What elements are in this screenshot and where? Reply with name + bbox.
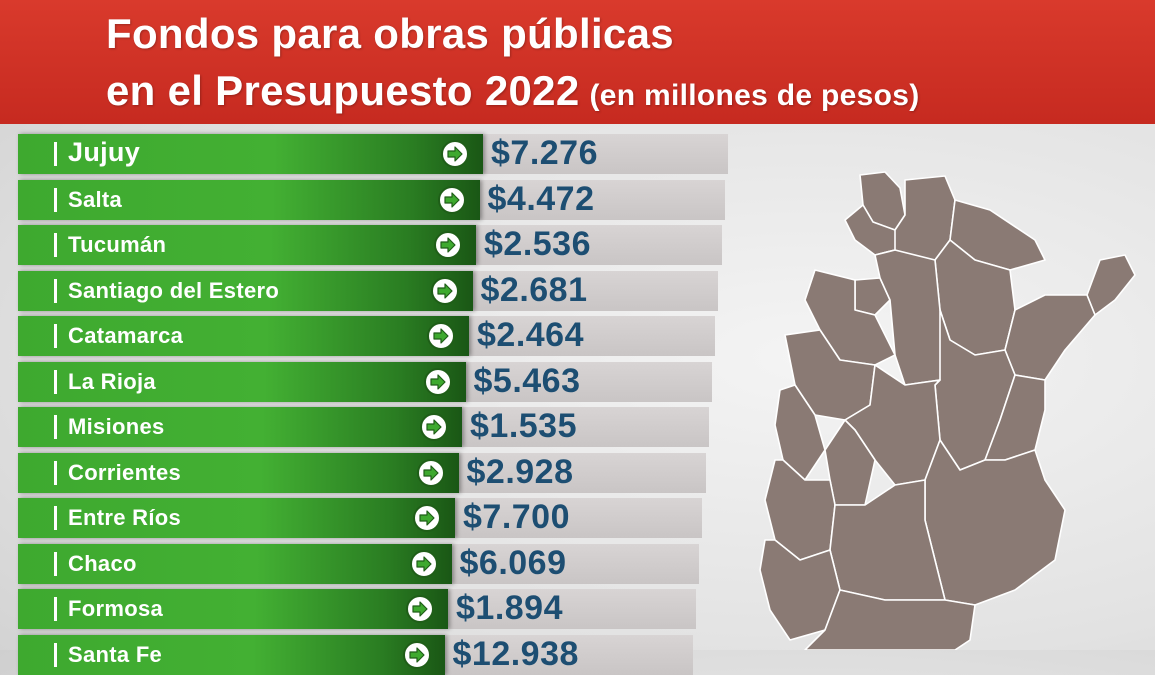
province-value: $1.894: [456, 589, 563, 627]
province-value: $12.938: [452, 634, 579, 673]
table-row: La Rioja $5.463: [18, 361, 712, 402]
province-bar: [18, 270, 473, 311]
row-divider-pipe: [54, 597, 57, 621]
province-value: $2.464: [477, 316, 584, 354]
value-cell-background: [442, 407, 709, 447]
row-divider-pipe: [54, 187, 57, 212]
province-value: $2.681: [480, 270, 588, 309]
province-bar: [18, 407, 462, 447]
province-value: $6.069: [459, 543, 567, 582]
province-name: Santa Fe: [68, 641, 163, 667]
table-row: Corrientes $2.928: [18, 452, 706, 493]
province-name: Misiones: [68, 414, 165, 439]
arrow-right-icon: [420, 413, 448, 441]
province-name: Chaco: [68, 550, 137, 576]
table-row: Chaco $6.069: [18, 543, 700, 584]
province-bar: [18, 498, 455, 538]
row-divider-pipe: [54, 642, 57, 667]
province-value: $2.536: [484, 225, 591, 263]
table-row: Catamarca $2.464: [18, 316, 716, 356]
value-cell-background: [445, 361, 712, 402]
province-name: Santiago del Estero: [68, 277, 280, 303]
province-table: Jujuy $7.276 Salta $4.472 Tucumán $2.536 Santi…: [18, 134, 728, 675]
unit-subtitle: (en millones de pesos): [589, 79, 920, 112]
arrow-right-icon: [413, 504, 441, 532]
title-line-2: en el Presupuesto 2022 (en millones de pe…: [106, 67, 920, 115]
row-divider-pipe: [54, 324, 57, 348]
title-line-2-text: en el Presupuesto 2022: [106, 67, 580, 114]
arrow-right-icon: [427, 322, 455, 350]
table-row: Salta $4.472: [18, 179, 725, 220]
value-cell-background: [435, 498, 703, 538]
arrow-right-icon: [416, 458, 445, 487]
arrow-right-icon: [430, 276, 459, 305]
province-name: Formosa: [68, 596, 164, 621]
row-divider-pipe: [54, 460, 57, 485]
arrow-right-icon: [423, 367, 452, 396]
province-bar: [18, 179, 480, 220]
province-name: Jujuy: [68, 137, 141, 167]
arrow-right-icon: [409, 549, 438, 578]
table-row: Santa Fe $12.938: [18, 634, 693, 675]
table-row: Entre Ríos $7.700: [18, 498, 703, 538]
province-bar: [18, 134, 483, 174]
province-value: $2.928: [466, 452, 574, 491]
arrow-right-icon: [441, 140, 469, 168]
province-value: $1.535: [470, 407, 577, 445]
province-name: Catamarca: [68, 323, 184, 348]
arrow-right-icon: [434, 231, 462, 259]
province-value: $4.472: [487, 179, 595, 218]
province-bar: [18, 225, 476, 265]
row-divider-pipe: [54, 415, 57, 439]
province-bar: [18, 316, 469, 356]
table-row: Santiago del Estero $2.681: [18, 270, 719, 311]
arrow-right-icon: [402, 640, 431, 669]
province-bar: [18, 589, 448, 629]
header-banner: Fondos para obras públicas en el Presupu…: [0, 0, 1155, 124]
province-value: $5.463: [473, 361, 581, 400]
value-cell-background: [431, 543, 700, 584]
row-divider-pipe: [54, 278, 57, 303]
value-cell-background: [428, 589, 696, 629]
province-name: Salta: [68, 186, 123, 212]
value-cell-background: [449, 316, 716, 356]
table-row: Jujuy $7.276: [18, 134, 728, 174]
table-row: Misiones $1.535: [18, 407, 709, 447]
row-divider-pipe: [54, 551, 57, 576]
argentina-north-map-icon: [759, 171, 1136, 650]
province-value: $7.276: [491, 134, 598, 172]
title-line-1: Fondos para obras públicas: [106, 10, 674, 57]
province-name: Entre Ríos: [68, 505, 182, 530]
arrow-right-icon: [406, 595, 434, 623]
row-divider-pipe: [54, 506, 57, 530]
table-row: Tucumán $2.536: [18, 225, 722, 265]
table-row: Formosa $1.894: [18, 589, 696, 629]
province-name: La Rioja: [68, 368, 156, 394]
row-divider-pipe: [54, 142, 57, 166]
province-bar: [18, 543, 452, 584]
value-cell-background: [438, 452, 706, 493]
row-divider-pipe: [54, 369, 57, 394]
province-name: Corrientes: [68, 459, 182, 485]
row-divider-pipe: [54, 233, 57, 257]
value-cell-background: [452, 270, 719, 311]
value-cell-background: [463, 134, 728, 174]
value-cell-background: [459, 179, 725, 220]
province-value: $7.700: [463, 498, 570, 536]
value-cell-background: [456, 225, 722, 265]
province-bar: [18, 361, 466, 402]
province-name: Tucumán: [68, 232, 167, 257]
arrow-right-icon: [437, 185, 466, 214]
province-bar: [18, 452, 459, 493]
